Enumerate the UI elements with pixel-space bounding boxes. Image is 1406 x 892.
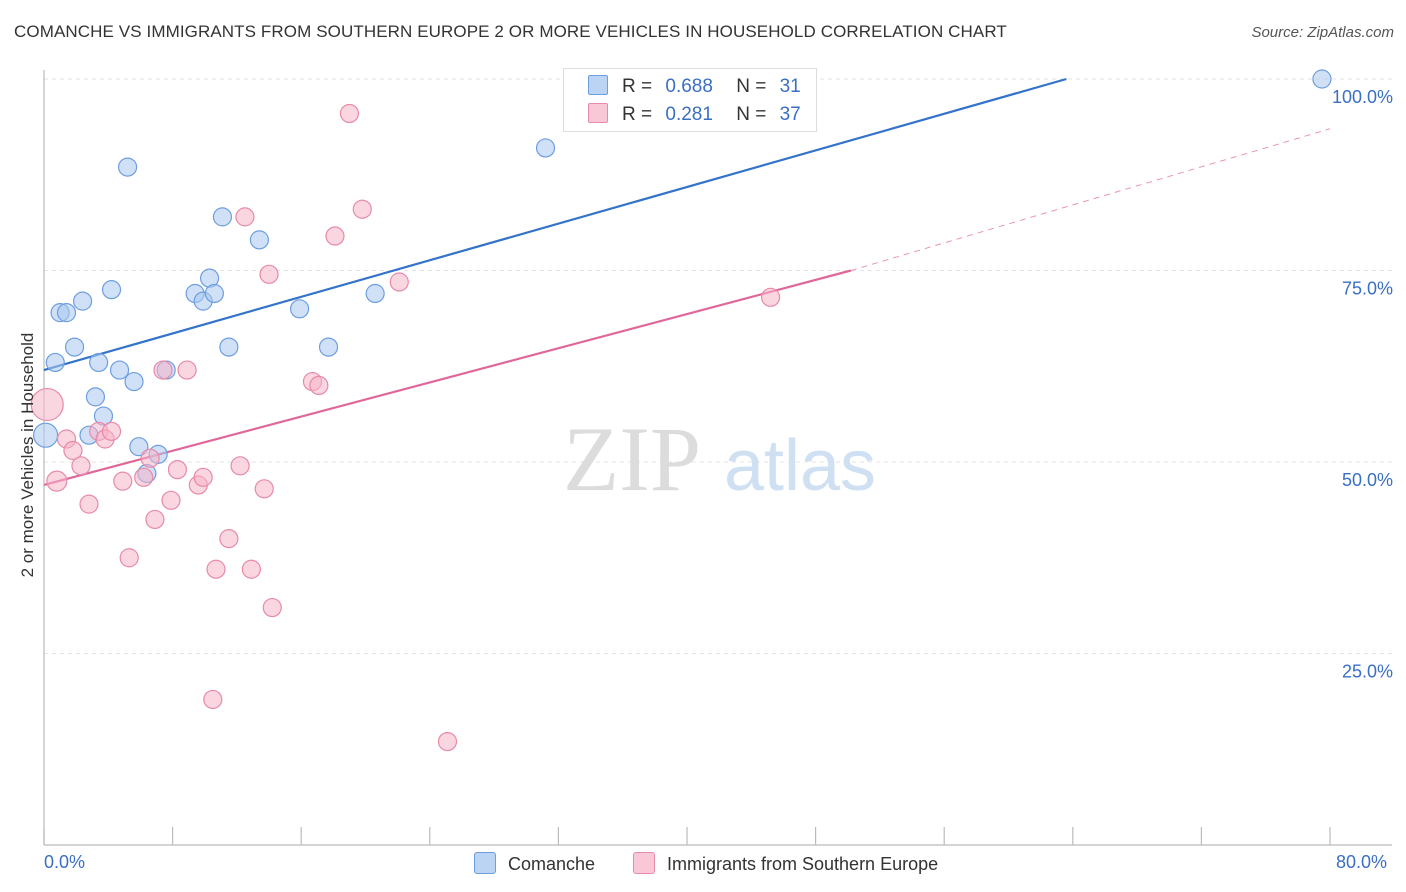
legend-n-value: 37 — [779, 104, 801, 125]
point-immigrants — [230, 456, 250, 476]
point-immigrants — [101, 421, 122, 441]
point-immigrants — [339, 103, 360, 124]
point-comanche — [56, 303, 77, 323]
point-comanche — [64, 337, 85, 357]
legend-r-value: 0.688 — [665, 76, 713, 97]
point-immigrants — [760, 287, 781, 307]
point-immigrants — [235, 207, 255, 227]
point-comanche — [117, 157, 138, 177]
y-tick-label: 100.0% — [1332, 87, 1393, 107]
legend-item-comanche: Comanche — [474, 852, 595, 875]
legend-n-label: N = — [736, 76, 767, 97]
point-immigrants — [177, 360, 197, 380]
point-comanche — [318, 337, 339, 357]
point-immigrants — [134, 467, 154, 487]
point-comanche — [365, 283, 385, 304]
watermark-zip: ZIP — [563, 408, 701, 510]
point-comanche — [249, 230, 270, 250]
point-immigrants — [30, 387, 64, 422]
legend-item-immigrants: Immigrants from Southern Europe — [633, 852, 938, 875]
point-immigrants — [254, 479, 274, 499]
point-comanche — [85, 387, 106, 407]
y-tick-label: 25.0% — [1342, 662, 1393, 682]
legend-row-comanche: R = 0.688 N = 31 — [588, 75, 801, 98]
point-comanche — [129, 437, 149, 457]
point-immigrants — [79, 494, 99, 514]
y-tick-labels: 25.0% 50.0% 75.0% 100.0% — [1332, 87, 1393, 682]
point-immigrants — [325, 226, 345, 246]
trend-line-comanche — [43, 77, 1067, 372]
point-comanche — [219, 337, 239, 357]
point-immigrants — [145, 509, 165, 530]
x-tick-label-max: 80.0% — [1336, 852, 1388, 872]
point-immigrants — [259, 264, 279, 284]
point-comanche — [204, 283, 224, 304]
source-label: Source: ZipAtlas.com — [1251, 24, 1394, 41]
legend-swatch-blue — [588, 75, 608, 95]
point-immigrants — [203, 689, 223, 710]
point-immigrants — [193, 467, 213, 487]
point-immigrants — [262, 597, 282, 618]
point-immigrants — [352, 199, 372, 219]
stats-legend: R = 0.688 N = 31 R = 0.281 N = 37 — [563, 68, 817, 132]
point-immigrants — [71, 456, 91, 476]
point-comanche — [212, 207, 233, 227]
legend-swatch-pink — [588, 103, 608, 123]
y-tick-label: 50.0% — [1342, 470, 1393, 490]
point-immigrants — [167, 460, 188, 480]
y-tick-label: 75.0% — [1342, 279, 1393, 299]
point-comanche — [1312, 69, 1332, 89]
point-immigrants — [161, 490, 181, 510]
point-immigrants — [113, 471, 133, 491]
legend-r-label: R = — [622, 104, 653, 125]
watermark-atlas: atlas — [724, 426, 876, 506]
point-comanche — [72, 291, 93, 311]
x-tick-label-min: 0.0% — [44, 852, 86, 872]
point-comanche — [124, 371, 144, 392]
chart-title: COMANCHE VS IMMIGRANTS FROM SOUTHERN EUR… — [14, 22, 1007, 41]
legend-row-immigrants: R = 0.281 N = 37 — [588, 103, 801, 126]
axes — [43, 70, 1392, 846]
point-comanche — [45, 352, 65, 373]
trend-lines — [43, 77, 1331, 487]
point-immigrants — [309, 375, 329, 395]
point-comanche — [89, 352, 109, 373]
point-comanche — [535, 138, 556, 158]
point-immigrants — [437, 731, 458, 752]
point-comanche — [33, 422, 59, 448]
legend-swatch-pink — [633, 852, 655, 874]
point-comanche — [109, 360, 130, 380]
point-immigrants — [153, 360, 173, 380]
point-immigrants — [241, 559, 261, 579]
watermark: ZIP atlas — [563, 408, 876, 510]
trend-line-immigrants — [43, 269, 852, 487]
point-immigrants — [140, 448, 160, 468]
legend-r-label: R = — [622, 76, 653, 97]
point-immigrants — [46, 470, 68, 492]
legend-swatch-blue — [474, 852, 496, 874]
point-immigrants — [206, 559, 226, 579]
point-immigrants — [389, 272, 409, 292]
point-comanche — [101, 280, 122, 300]
trend-line-extension — [850, 128, 1331, 271]
data-points — [30, 69, 1332, 752]
y-axis-label: 2 or more Vehicles in Household — [18, 332, 37, 578]
point-comanche — [289, 299, 310, 319]
legend-label-comanche: Comanche — [508, 854, 596, 874]
legend-n-value: 31 — [779, 76, 801, 97]
legend-n-label: N = — [736, 104, 767, 125]
point-immigrants — [63, 440, 83, 461]
legend-label-immigrants: Immigrants from Southern Europe — [667, 854, 939, 874]
legend-r-value: 0.281 — [665, 104, 713, 125]
point-immigrants — [119, 548, 139, 568]
point-immigrants — [219, 528, 239, 549]
